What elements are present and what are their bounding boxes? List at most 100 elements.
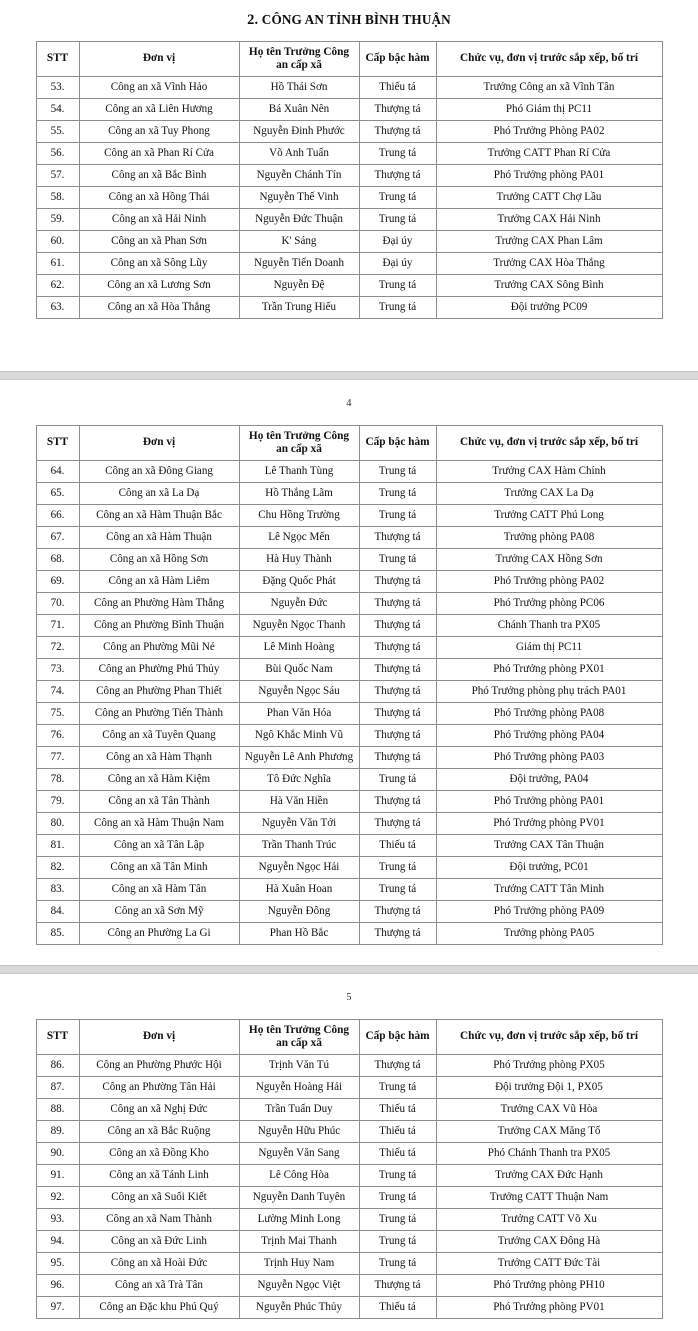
table-row: 70. Công an Phường Hàm Thắng Nguyễn Đức Thư… <box>35 591 663 615</box>
page-number-4: 4 <box>346 397 352 409</box>
cell-name: Lường Minh Long <box>238 1207 360 1231</box>
cell-rank: Thượng tá <box>358 745 437 769</box>
cell-rank: Đại úy <box>358 229 437 253</box>
table-row: 53. Công an xã Vĩnh Hảo Hồ Thái Sơn Thiếu t… <box>35 75 663 99</box>
cell-name: Nguyễn Đức <box>238 591 360 615</box>
cell-previous: Đội trưởng Đội 1, PX05 <box>435 1075 663 1099</box>
table-row: 66. Công an xã Hàm Thuận Bắc Chu Hồng Trườ… <box>35 503 663 527</box>
cell-unit: Công an xã Tân Thành <box>78 789 240 813</box>
table-row: 57. Công an xã Bắc Bình Nguyễn Chánh Tín Th… <box>35 163 663 187</box>
cell-previous: Phó Trưởng phòng PX05 <box>435 1053 663 1077</box>
cell-name: Nguyễn Văn Tới <box>238 811 360 835</box>
cell-name: Tô Đức Nghĩa <box>238 767 360 791</box>
cell-previous: Phó Trưởng phòng PA01 <box>435 163 663 187</box>
cell-unit: Công an xã Vĩnh Hảo <box>78 75 240 99</box>
cell-stt: 55. <box>35 119 80 143</box>
column-header-previous: Chức vụ, đơn vị trước sắp xếp, bố trí <box>435 424 663 461</box>
cell-stt: 56. <box>35 141 80 165</box>
table-row: 94. Công an xã Đức Linh Trịnh Mai Thanh Tru… <box>35 1229 663 1253</box>
cell-stt: 70. <box>35 591 80 615</box>
document-page-1: 2. CÔNG AN TỈNH BÌNH THUẬN STT Đơn vị Họ… <box>0 0 698 372</box>
cell-stt: 77. <box>35 745 80 769</box>
cell-rank: Thượng tá <box>358 525 437 549</box>
cell-name: Lê Minh Hoàng <box>238 635 360 659</box>
cell-previous: Trưởng CATT Phú Long <box>435 503 663 527</box>
cell-previous: Trưởng CATT Tân Minh <box>435 877 663 901</box>
cell-previous: Trưởng CAX Vũ Hòa <box>435 1097 663 1121</box>
cell-rank: Thiếu tá <box>358 1119 437 1143</box>
cell-stt: 74. <box>35 679 80 703</box>
cell-rank: Trung tá <box>358 855 437 879</box>
cell-previous: Trưởng CATT Võ Xu <box>435 1207 663 1231</box>
cell-rank: Trung tá <box>358 459 437 483</box>
cell-stt: 62. <box>35 273 80 297</box>
cell-unit: Công an xã Hải Ninh <box>78 207 240 231</box>
table-row: 55. Công an xã Tuy Phong Nguyễn Đinh Phước… <box>35 119 663 143</box>
column-header-name: Họ tên Trưởng Công an cấp xã <box>238 41 360 77</box>
table-row: 79. Công an xã Tân Thành Hà Văn Hiền Thượng… <box>35 789 663 813</box>
roster-table-2: STT Đơn vị Họ tên Trưởng Công an cấp xã … <box>35 424 663 945</box>
cell-stt: 78. <box>35 767 80 791</box>
cell-rank: Thượng tá <box>358 921 437 945</box>
table-row: 69. Công an xã Hàm Liêm Đặng Quốc Phát Thượ… <box>35 569 663 593</box>
cell-previous: Đội trưởng, PC01 <box>435 855 663 879</box>
cell-previous: Phó Chánh Thanh tra PX05 <box>435 1141 663 1165</box>
cell-stt: 84. <box>35 899 80 923</box>
table-row: 78. Công an xã Hàm Kiệm Tô Đức Nghĩa Trung … <box>35 767 663 791</box>
cell-rank: Thượng tá <box>358 1273 437 1297</box>
cell-previous: Trưởng CATT Thuận Nam <box>435 1185 663 1209</box>
cell-unit: Công an xã Hàm Kiệm <box>78 767 240 791</box>
table-row: 87. Công an Phường Tân Hải Nguyễn Hoàng Hả… <box>35 1075 663 1099</box>
cell-name: Lê Ngọc Mến <box>238 525 360 549</box>
cell-name: Hồ Thái Sơn <box>238 75 360 99</box>
cell-name: Hà Văn Hiền <box>238 789 360 813</box>
roster-table-1: STT Đơn vị Họ tên Trưởng Công an cấp xã … <box>35 41 663 319</box>
column-header-rank: Cấp bậc hàm <box>358 41 437 77</box>
table-row: 71. Công an Phường Bình Thuận Nguyễn Ngọc … <box>35 613 663 637</box>
cell-unit: Công an xã La Dạ <box>78 481 240 505</box>
cell-previous: Phó Trưởng phòng PA04 <box>435 723 663 747</box>
cell-previous: Đội trưởng, PA04 <box>435 767 663 791</box>
cell-name: Nguyễn Văn Sang <box>238 1141 360 1165</box>
cell-name: Nguyễn Đức Thuận <box>238 207 360 231</box>
cell-stt: 64. <box>35 459 80 483</box>
cell-stt: 76. <box>35 723 80 747</box>
cell-rank: Thượng tá <box>358 679 437 703</box>
cell-stt: 87. <box>35 1075 80 1099</box>
cell-name: Hà Huy Thành <box>238 547 360 571</box>
cell-name: Phan Văn Hóa <box>238 701 360 725</box>
cell-name: Lê Thanh Tùng <box>238 459 360 483</box>
table-header-row: STT Đơn vị Họ tên Trưởng Công an cấp xã … <box>35 424 663 461</box>
cell-rank: Trung tá <box>358 141 437 165</box>
cell-previous: Trưởng CAX Phan Lâm <box>435 229 663 253</box>
cell-unit: Công an xã Phan Rí Cửa <box>78 141 240 165</box>
cell-name: Nguyễn Tiến Doanh <box>238 251 360 275</box>
cell-name: Nguyễn Lê Anh Phương <box>238 745 360 769</box>
cell-stt: 94. <box>35 1229 80 1253</box>
column-header-previous: Chức vụ, đơn vị trước sắp xếp, bố trí <box>435 1018 663 1055</box>
table-row: 54. Công an xã Liên Hương Bá Xuân Nên Thượn… <box>35 97 663 121</box>
cell-stt: 90. <box>35 1141 80 1165</box>
cell-previous: Trưởng CAX Đông Hà <box>435 1229 663 1253</box>
cell-unit: Công an xã Hoài Đức <box>78 1251 240 1275</box>
cell-unit: Công an xã Hàm Thuận Nam <box>78 811 240 835</box>
cell-rank: Trung tá <box>358 503 437 527</box>
table-row: 80. Công an xã Hàm Thuận Nam Nguyễn Văn Tớ… <box>35 811 663 835</box>
cell-name: Nguyễn Ngọc Thanh <box>238 613 360 637</box>
cell-name: Đặng Quốc Phát <box>238 569 360 593</box>
cell-name: Nguyễn Ngọc Việt <box>238 1273 360 1297</box>
table-row: 65. Công an xã La Dạ Hồ Thắng Lãm Trung tá T… <box>35 481 663 505</box>
cell-stt: 91. <box>35 1163 80 1187</box>
cell-previous: Trưởng CAX Hải Ninh <box>435 207 663 231</box>
cell-stt: 83. <box>35 877 80 901</box>
table-row: 61. Công an xã Sông Lũy Nguyễn Tiến Doanh Đ… <box>35 251 663 275</box>
column-header-stt: STT <box>35 424 80 461</box>
table-header-row: STT Đơn vị Họ tên Trưởng Công an cấp xã … <box>35 1018 663 1055</box>
column-header-name: Họ tên Trưởng Công an cấp xã <box>238 424 360 461</box>
cell-unit: Công an xã Đồng Kho <box>78 1141 240 1165</box>
cell-unit: Công an Phường Hàm Thắng <box>78 591 240 615</box>
cell-unit: Công an xã Tân Minh <box>78 855 240 879</box>
cell-unit: Công an Phường Tân Hải <box>78 1075 240 1099</box>
column-header-name: Họ tên Trưởng Công an cấp xã <box>238 1018 360 1055</box>
cell-stt: 75. <box>35 701 80 725</box>
